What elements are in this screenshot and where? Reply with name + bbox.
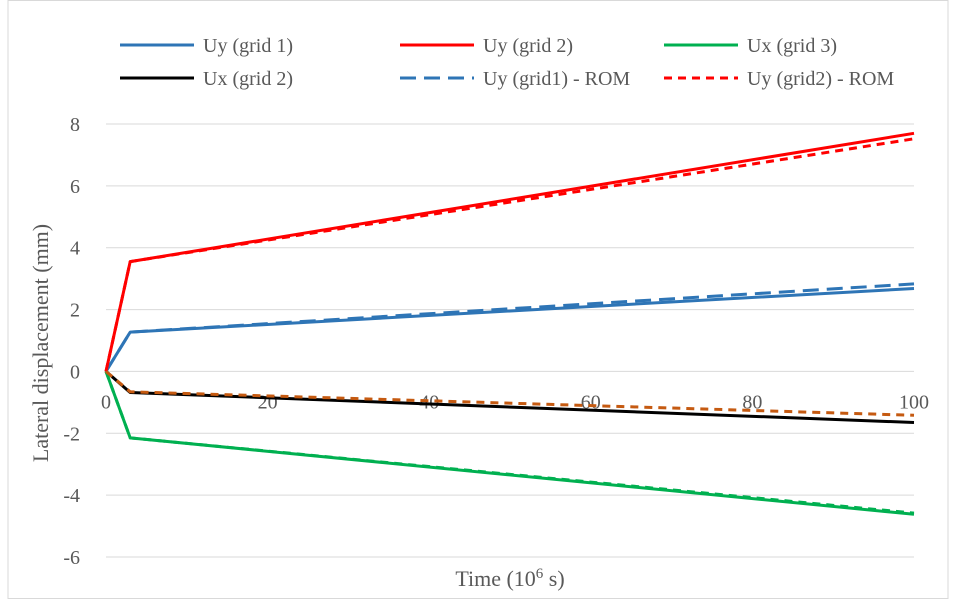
- x-tick-label: 80: [742, 391, 762, 413]
- y-tick-label: 6: [70, 176, 80, 198]
- x-tick-label: 40: [419, 391, 439, 413]
- legend-label-ux-grid-3: Ux (grid 3): [747, 35, 837, 57]
- y-tick-label: 8: [70, 114, 80, 136]
- x-axis-title-tail: s): [543, 566, 564, 591]
- series-line-uy-grid1-rom: [104, 282, 915, 373]
- y-axis-title: Lateral displacement (mm): [28, 224, 53, 462]
- series-lines: [104, 131, 915, 516]
- chart-frame: [7, 0, 949, 599]
- x-tick-labels: 0 20 40 60 80 100: [101, 391, 929, 413]
- y-tick-label: -2: [63, 423, 80, 445]
- y-tick-label: -4: [63, 485, 80, 507]
- x-axis-title: Time (106 s): [455, 566, 564, 591]
- series-line-unlabeled-7: [105, 370, 915, 417]
- series-line-uy-grid2-rom: [104, 137, 915, 372]
- y-tick-label: 4: [70, 238, 80, 260]
- legend-label-uy-grid-2: Uy (grid 2): [483, 35, 573, 57]
- x-axis-title-main: Time (10: [455, 566, 535, 591]
- legend: Uy (grid 1) Uy (grid 2) Ux (grid 3) Ux (gri…: [120, 35, 894, 90]
- y-tick-label: 2: [70, 300, 80, 322]
- x-tick-label: 60: [581, 391, 601, 413]
- legend-label-uy-grid1-rom: Uy (grid1) - ROM: [483, 68, 630, 90]
- x-tick-label: 100: [899, 391, 929, 413]
- series-line-unlabeled-6: [104, 370, 915, 515]
- y-tick-labels: -6 -4 -2 0 2 4 6 8: [63, 114, 80, 569]
- legend-label-uy-grid2-rom: Uy (grid2) - ROM: [747, 68, 894, 90]
- legend-label-ux-grid-2: Ux (grid 2): [203, 68, 293, 90]
- y-tick-label: 0: [70, 361, 80, 383]
- legend-label-uy-grid-1: Uy (grid 1): [203, 35, 293, 57]
- x-axis-title-superscript: 6: [536, 566, 544, 582]
- x-tick-label: 0: [101, 391, 111, 413]
- y-tick-label: -6: [63, 547, 80, 569]
